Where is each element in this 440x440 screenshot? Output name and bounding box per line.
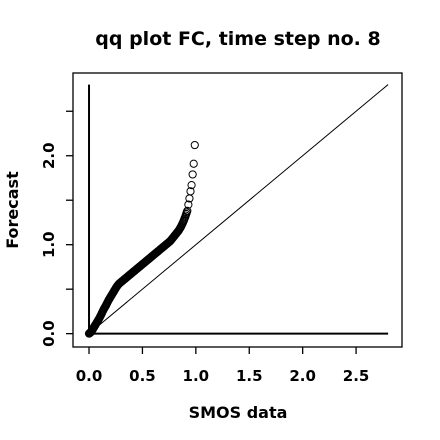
- y-tick-label: 0.0: [40, 320, 58, 347]
- qq-point: [187, 180, 196, 190]
- chart-title: qq plot FC, time step no. 8: [95, 28, 380, 50]
- x-tick-label: 0.0: [76, 367, 103, 385]
- x-tick-label: 1.0: [183, 367, 210, 385]
- data-points: [84, 140, 199, 338]
- qq-point: [190, 140, 199, 150]
- y-axis-label: Forecast: [3, 171, 22, 249]
- qq-point: [189, 159, 198, 168]
- y-tick-label: 2.0: [40, 142, 58, 169]
- x-tick-label: 1.5: [236, 367, 263, 385]
- x-axis: 0.0 0.5 1.0 1.5 2.0 2.5: [76, 347, 370, 385]
- reference-lines: [88, 84, 389, 335]
- identity-line: [88, 84, 389, 335]
- plot-frame: [72, 72, 403, 348]
- qq-point: [183, 206, 192, 215]
- qq-point: [188, 170, 197, 179]
- x-tick-label: 2.0: [289, 367, 316, 385]
- y-tick-label: 1.0: [40, 231, 58, 258]
- qq-point: [186, 187, 195, 196]
- qq-point: [184, 200, 193, 209]
- x-tick-label: 0.5: [129, 367, 156, 385]
- y-axis: 0.0 1.0 2.0: [40, 110, 73, 347]
- x-axis-label: SMOS data: [189, 403, 288, 422]
- x-tick-label: 2.5: [343, 367, 370, 385]
